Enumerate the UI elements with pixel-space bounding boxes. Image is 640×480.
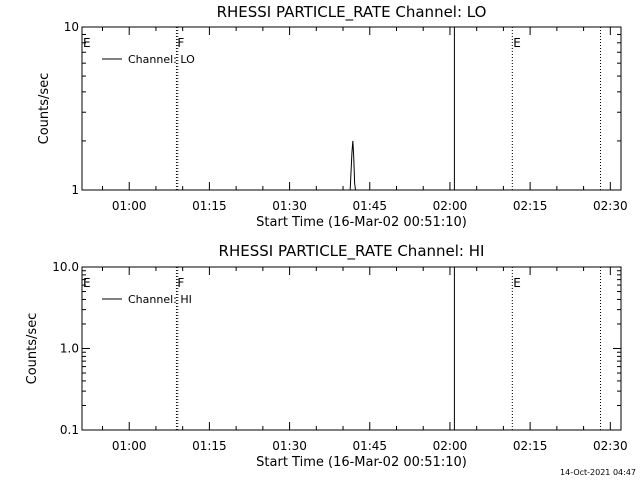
x-axis-label: Start Time (16-Mar-02 00:51:10) [256,455,467,470]
chart-title: RHESSI PARTICLE_RATE Channel: LO [217,3,487,22]
event-marker-label: F [177,276,184,290]
x-tick-label: 02:15 [513,439,548,453]
x-tick-label: 01:45 [352,439,387,453]
legend-entry: Channel: LO [128,53,195,66]
x-tick-label: 02:00 [433,439,468,453]
x-tick-label: 01:30 [272,439,307,453]
event-marker-label: E [513,36,521,50]
event-marker-label: E [83,36,91,50]
y-tick-label: 1 [71,183,79,197]
x-tick-label: 01:00 [112,439,147,453]
x-tick-label: 01:00 [112,199,147,213]
y-tick-label: 10.0 [52,260,79,274]
x-axis-label: Start Time (16-Mar-02 00:51:10) [256,215,467,230]
x-tick-label: 01:15 [192,199,227,213]
event-marker-label: E [83,276,91,290]
y-axis-label: Counts/sec [37,73,52,145]
data-series-line [349,140,357,191]
chart-panel-hi: RHESSI PARTICLE_RATE Channel: HI 01:00 01:… [25,242,628,470]
x-tick-label: 01:45 [352,199,387,213]
event-marker-label: E [513,276,521,290]
y-tick-label: 1.0 [60,342,79,356]
legend-entry: Channel: HI [128,293,192,306]
footer-timestamp: 14-Oct-2021 04:47 [560,468,636,477]
plot-frame [81,266,622,431]
x-tick-label: 02:15 [513,199,548,213]
y-tick-label: 0.1 [60,423,79,437]
chart-panel-lo: RHESSI PARTICLE_RATE Channel: LO 01:00 01:… [37,3,628,230]
chart-title: RHESSI PARTICLE_RATE Channel: HI [219,242,485,261]
x-tick-label: 01:30 [272,199,307,213]
x-tick-label: 02:00 [433,199,468,213]
plot-frame [81,26,622,191]
y-tick-label: 10 [64,20,79,34]
x-tick-label: 02:30 [593,439,628,453]
y-axis-label: Counts/sec [25,313,40,385]
x-tick-label: 01:15 [192,439,227,453]
x-tick-label: 02:30 [593,199,628,213]
event-marker-label: F [177,36,184,50]
